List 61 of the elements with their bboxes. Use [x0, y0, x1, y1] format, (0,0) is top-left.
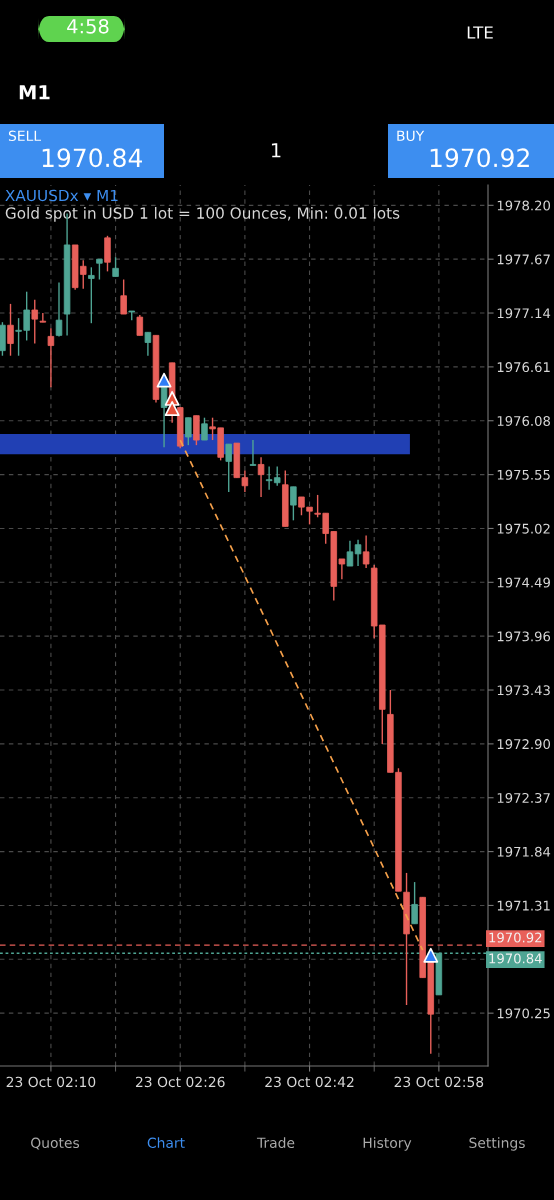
candlestick	[88, 266, 95, 324]
y-tick-label: 1977.67	[497, 254, 550, 265]
text: 1	[271, 143, 281, 158]
text: SELL	[8, 130, 41, 142]
candlestick	[185, 417, 192, 446]
point	[164, 401, 180, 416]
y-tick-label: 1975.55	[497, 469, 550, 480]
chart-title: XAUUSDx ▾ M1	[5, 189, 118, 202]
y-tick-label: 1976.61	[497, 362, 550, 373]
candlestick	[96, 258, 103, 281]
y-tick-label: 1976.08	[497, 415, 550, 426]
candlestick	[201, 417, 208, 441]
text: Chart	[147, 1137, 185, 1149]
y-tick-label: 1977.14	[497, 308, 551, 319]
point	[423, 947, 439, 963]
y-tick-label: 1972.37	[497, 792, 550, 803]
candlestick	[160, 386, 168, 448]
candlestick	[257, 456, 265, 498]
y-tick-label: 1971.84	[497, 846, 551, 857]
y-tick-label: 1970.25	[497, 1008, 550, 1019]
candlestick	[346, 539, 354, 567]
text: History	[363, 1137, 412, 1151]
x-tick-label: 23 Oct 02:58	[394, 1076, 484, 1088]
text: Trade	[256, 1137, 295, 1149]
y-tick-label: 1971.31	[497, 900, 550, 911]
y-tick-label: 1973.43	[497, 685, 550, 696]
text: Settings	[469, 1137, 525, 1151]
candlestick	[136, 314, 144, 337]
candlestick	[7, 303, 14, 357]
ref-line-label: 1970.92	[489, 932, 542, 943]
x-tick-label: 23 Oct 02:42	[265, 1076, 354, 1088]
text: 4:58	[67, 18, 109, 34]
y-tick-label: 1978.20	[497, 200, 551, 211]
text: 1970.84	[42, 148, 142, 168]
candlestick	[47, 327, 55, 388]
text: 1970.92	[430, 148, 529, 168]
text: Quotes	[31, 1137, 80, 1150]
candlestick	[31, 299, 38, 345]
candlestick	[411, 881, 418, 925]
y-tick-label: 1973.96	[497, 631, 551, 642]
candlestick	[362, 534, 370, 569]
candlestick	[55, 281, 63, 338]
candlestick	[290, 486, 297, 522]
ref-line-label: 1970.84	[489, 953, 542, 964]
candlestick	[120, 278, 127, 315]
point	[156, 372, 172, 388]
x-tick-label: 23 Oct 02:10	[6, 1076, 96, 1088]
x-tick-label: 23 Oct 02:26	[135, 1076, 225, 1088]
text: LTE	[467, 26, 493, 39]
candlestick	[249, 439, 257, 467]
y-tick-label: 1975.02	[497, 523, 550, 534]
text: M1	[19, 85, 50, 100]
candlestick	[354, 538, 362, 567]
y-tick-label: 1974.49	[497, 577, 550, 588]
text: BUY	[397, 130, 425, 142]
candlestick	[144, 331, 152, 357]
candlestick	[112, 256, 119, 278]
y-tick-label: 1972.90	[497, 739, 551, 750]
candlestick	[225, 443, 232, 493]
candlestick	[39, 312, 47, 323]
text: Gold spot in USD 1 lot = 100 Ounces, Min: 0.01 lots	[5, 207, 400, 222]
